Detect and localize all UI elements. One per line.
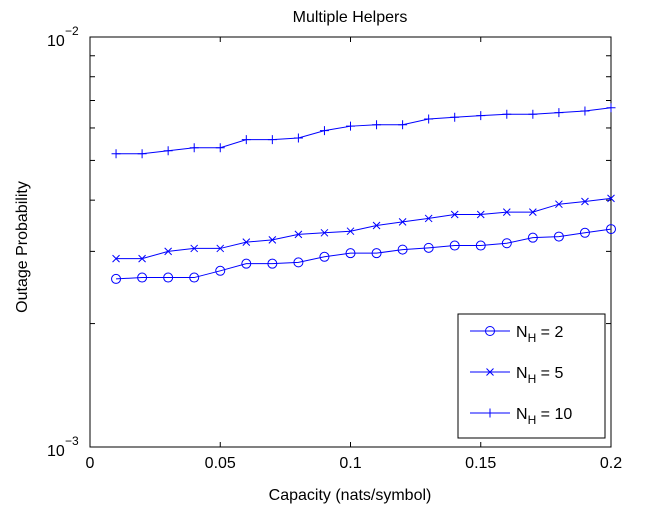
data-point: [320, 228, 329, 237]
data-point: [528, 109, 538, 119]
data-point: [527, 232, 538, 243]
y-tick-base: 10: [47, 33, 65, 50]
series-circle: [111, 224, 616, 284]
data-point: [137, 272, 148, 283]
data-point: [372, 120, 382, 130]
legend-item: NH = 10: [470, 406, 572, 427]
data-point: [241, 258, 252, 269]
data-point: [242, 238, 251, 246]
y-tick-exponent: −2: [65, 24, 79, 38]
data-point: [450, 112, 460, 122]
data-point: [450, 210, 459, 219]
legend-label-rest: = 5: [536, 365, 563, 382]
legend-item: NH = 2: [470, 324, 563, 345]
data-point: [267, 258, 278, 269]
data-point: [502, 208, 511, 216]
data-point: [372, 221, 381, 230]
legend-label-main: N: [516, 406, 528, 423]
data-point: [579, 227, 590, 238]
data-point: [112, 254, 120, 263]
data-point: [606, 103, 616, 113]
data-point: [346, 227, 355, 236]
data-point: [423, 242, 434, 253]
x-tick-label: 0.15: [465, 455, 496, 472]
legend-marker: [486, 368, 494, 376]
legend-item: NH = 5: [470, 365, 563, 386]
data-point: [241, 135, 251, 145]
data-point: [580, 106, 590, 116]
x-axis-label: Capacity (nats/symbol): [269, 487, 432, 504]
data-point: [345, 248, 356, 259]
data-point: [189, 272, 200, 283]
data-point: [424, 114, 434, 124]
data-point: [268, 236, 277, 244]
y-tick-label: 10−2: [47, 24, 79, 50]
legend-label: NH = 10: [516, 406, 572, 427]
data-point: [215, 143, 225, 153]
data-point: [502, 109, 512, 119]
legend-marker: [485, 326, 495, 336]
y-tick-exponent: −3: [65, 434, 79, 448]
data-point: [164, 247, 173, 256]
legend-label-main: N: [516, 324, 528, 341]
legend-label-main: N: [516, 365, 528, 382]
data-point: [216, 244, 225, 253]
data-point: [138, 254, 146, 263]
data-point: [163, 146, 173, 156]
legend-label-rest: = 10: [536, 406, 572, 423]
data-point: [553, 231, 564, 242]
data-point: [111, 273, 122, 284]
data-point: [293, 133, 303, 143]
data-point: [424, 214, 433, 223]
data-point: [189, 143, 199, 153]
data-point: [476, 111, 486, 121]
legend-label: NH = 5: [516, 365, 563, 386]
x-tick-label: 0.05: [205, 455, 236, 472]
x-tick-label: 0: [86, 455, 95, 472]
y-tick-base: 10: [47, 443, 65, 460]
data-point: [267, 135, 277, 145]
data-point: [475, 240, 486, 251]
series-plus: [111, 103, 616, 159]
data-point: [528, 208, 537, 216]
data-point: [293, 257, 304, 268]
x-tick-label: 0.1: [339, 455, 361, 472]
data-point: [606, 224, 616, 235]
data-point: [554, 108, 564, 118]
data-point: [371, 248, 382, 259]
data-point: [319, 126, 329, 136]
data-point: [163, 272, 174, 283]
legend-marker: [485, 408, 495, 418]
legend: NH = 2NH = 5NH = 10: [457, 313, 606, 439]
data-point: [555, 200, 563, 209]
data-point: [137, 149, 147, 159]
y-axis-label: Outage Probability: [14, 181, 31, 313]
data-point: [319, 251, 330, 262]
legend-box: [457, 313, 606, 439]
data-point: [190, 244, 199, 253]
data-point: [581, 197, 589, 206]
y-tick-label: 10−3: [47, 434, 79, 460]
data-point: [449, 240, 460, 251]
series-line: [116, 197, 612, 260]
legend-label-rest: = 2: [536, 324, 563, 341]
series-x: [112, 194, 615, 263]
legend-label-sub: H: [528, 372, 537, 386]
legend-label-sub: H: [528, 413, 537, 427]
data-point: [294, 230, 303, 239]
data-point: [501, 238, 512, 249]
data-point: [215, 265, 226, 276]
chart-title: Multiple Helpers: [293, 9, 408, 26]
legend-label: NH = 2: [516, 324, 563, 345]
data-point: [397, 244, 408, 255]
data-point: [346, 121, 355, 131]
data-point: [398, 120, 408, 130]
data-point: [398, 218, 407, 226]
x-tick-label: 0.2: [600, 455, 622, 472]
data-point: [111, 149, 121, 159]
legend-label-sub: H: [528, 331, 537, 345]
data-point: [476, 210, 485, 219]
data-point: [607, 194, 615, 203]
